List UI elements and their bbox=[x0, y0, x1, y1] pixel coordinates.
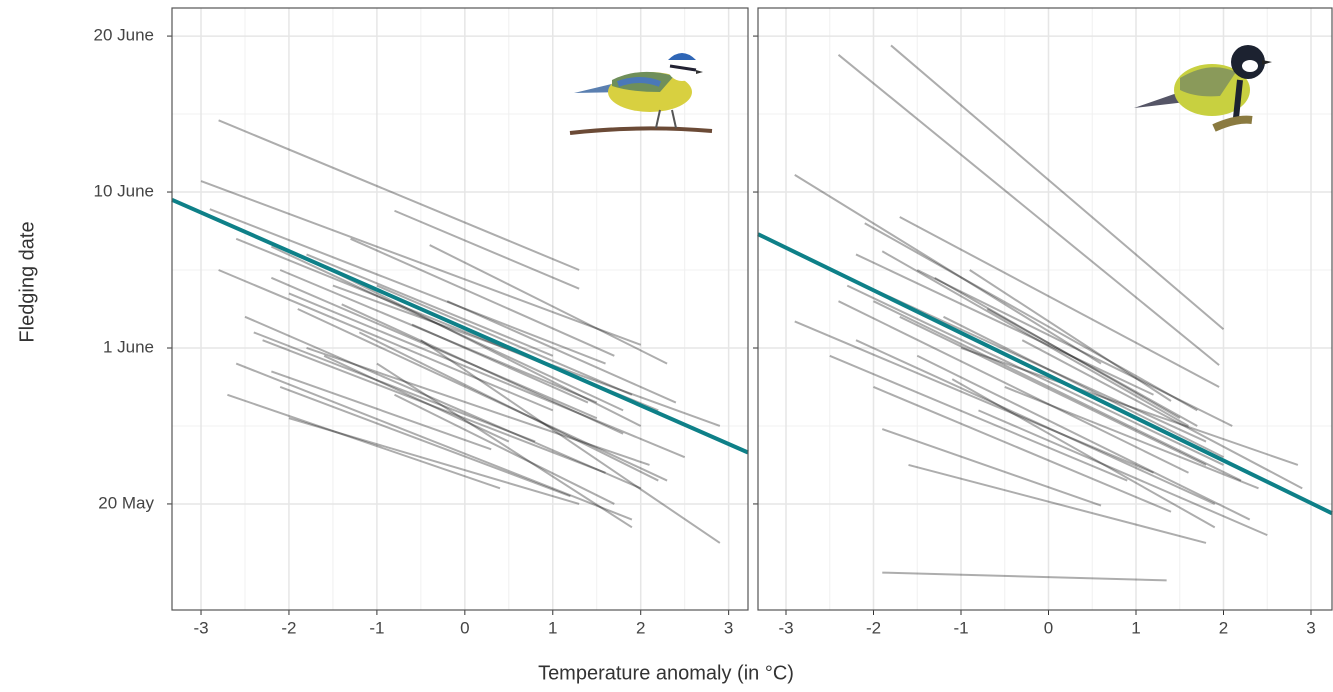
individual-slope bbox=[882, 571, 1167, 582]
individual-slope bbox=[960, 347, 1299, 466]
individual-slope bbox=[279, 269, 598, 404]
y-axis-title: Fledging date bbox=[16, 221, 38, 342]
individual-slope bbox=[227, 393, 501, 490]
individual-slope bbox=[279, 386, 571, 498]
x-tick-label: -3 bbox=[778, 618, 793, 637]
individual-slope bbox=[218, 119, 580, 271]
individual-slope bbox=[1004, 386, 1259, 490]
individual-slope bbox=[873, 386, 1172, 513]
x-tick-label: -1 bbox=[369, 618, 384, 637]
x-tick-label: -1 bbox=[953, 618, 968, 637]
great-tit-icon bbox=[1134, 45, 1272, 132]
individual-slope bbox=[794, 320, 1154, 474]
x-tick-label: 2 bbox=[636, 618, 645, 637]
individual-slope bbox=[951, 378, 1216, 529]
mean-slope bbox=[757, 232, 1333, 516]
individual-slope bbox=[978, 409, 1268, 537]
individual-slope bbox=[899, 315, 1207, 466]
individual-slope bbox=[306, 347, 650, 466]
individual-slope bbox=[420, 339, 721, 544]
y-tick-label: 20 May bbox=[98, 493, 154, 512]
individual-slope bbox=[855, 253, 1154, 396]
individual-slope bbox=[297, 308, 668, 482]
x-tick-label: -2 bbox=[866, 618, 881, 637]
individual-slope bbox=[916, 269, 1233, 427]
individual-slope bbox=[262, 339, 606, 474]
x-tick-label: 0 bbox=[460, 618, 469, 637]
mean-slope bbox=[171, 197, 749, 455]
individual-slope bbox=[209, 208, 606, 365]
y-tick-label: 10 June bbox=[94, 182, 155, 201]
individual-slope bbox=[864, 222, 1198, 412]
x-tick-label: 2 bbox=[1219, 618, 1228, 637]
individual-slope bbox=[890, 44, 1225, 331]
individual-slope bbox=[934, 276, 1181, 420]
individual-slope bbox=[376, 284, 633, 396]
individual-slope bbox=[846, 284, 1224, 466]
individual-slope bbox=[899, 216, 1220, 388]
x-tick-label: 1 bbox=[1131, 618, 1140, 637]
x-tick-label: -3 bbox=[193, 618, 208, 637]
individual-slope bbox=[394, 209, 580, 290]
individual-slope bbox=[411, 323, 589, 404]
individual-slope bbox=[429, 244, 668, 365]
blue-tit-icon bbox=[569, 51, 713, 135]
x-tick-label: 3 bbox=[1306, 618, 1315, 637]
individual-slope bbox=[837, 54, 1220, 366]
y-tick-label: 1 June bbox=[103, 337, 154, 356]
individual-slope bbox=[1021, 339, 1303, 490]
individual-slope bbox=[200, 180, 642, 346]
individual-slope bbox=[288, 417, 580, 505]
panels: -3 -2 -1 0 1 2 3 20 May 1 June 10 June 20 June -3 -2… bbox=[94, 7, 1333, 637]
individual-slope bbox=[271, 370, 492, 451]
individual-slope bbox=[908, 463, 1207, 544]
individual-slope bbox=[986, 308, 1198, 427]
individual-slope bbox=[394, 393, 615, 505]
individual-slope bbox=[235, 362, 633, 521]
individual-slope bbox=[341, 303, 624, 435]
individual-slope bbox=[288, 292, 686, 459]
individual-slope bbox=[855, 339, 1216, 505]
individual-slope bbox=[873, 300, 1242, 482]
individual-slope bbox=[376, 362, 633, 529]
individual-slope bbox=[446, 300, 677, 404]
individual-slope bbox=[358, 331, 659, 482]
individual-slope bbox=[218, 269, 554, 412]
individual-slope bbox=[244, 315, 642, 490]
individual-slope bbox=[314, 261, 642, 427]
individual-slope bbox=[270, 245, 624, 412]
individual-slope bbox=[881, 250, 1189, 427]
x-tick-label: 0 bbox=[1044, 618, 1053, 637]
plot-border bbox=[171, 7, 749, 611]
x-tick-label: 3 bbox=[724, 618, 733, 637]
individual-slope bbox=[794, 174, 1102, 365]
individual-slope bbox=[350, 237, 615, 357]
x-tick-label: -2 bbox=[281, 618, 296, 637]
individual-slope bbox=[916, 354, 1251, 521]
individual-slope bbox=[253, 331, 536, 443]
individual-slope bbox=[943, 315, 1224, 459]
y-tick-label: 20 June bbox=[94, 26, 155, 45]
individual-slope bbox=[829, 354, 1128, 482]
plot-border bbox=[757, 7, 1333, 611]
individual-slope bbox=[323, 354, 510, 443]
individual-slope bbox=[306, 253, 554, 357]
individual-slope bbox=[270, 276, 598, 420]
individual-slope bbox=[969, 269, 1172, 402]
x-axis-title: Temperature anomaly (in °C) bbox=[538, 662, 794, 684]
individual-slope bbox=[838, 300, 1189, 474]
individual-slope bbox=[881, 428, 1102, 507]
x-tick-label: 1 bbox=[548, 618, 557, 637]
